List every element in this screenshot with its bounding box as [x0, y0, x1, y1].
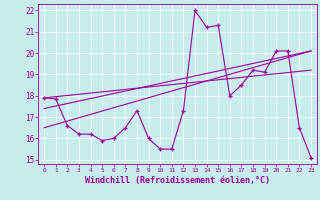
X-axis label: Windchill (Refroidissement éolien,°C): Windchill (Refroidissement éolien,°C) [85, 176, 270, 185]
